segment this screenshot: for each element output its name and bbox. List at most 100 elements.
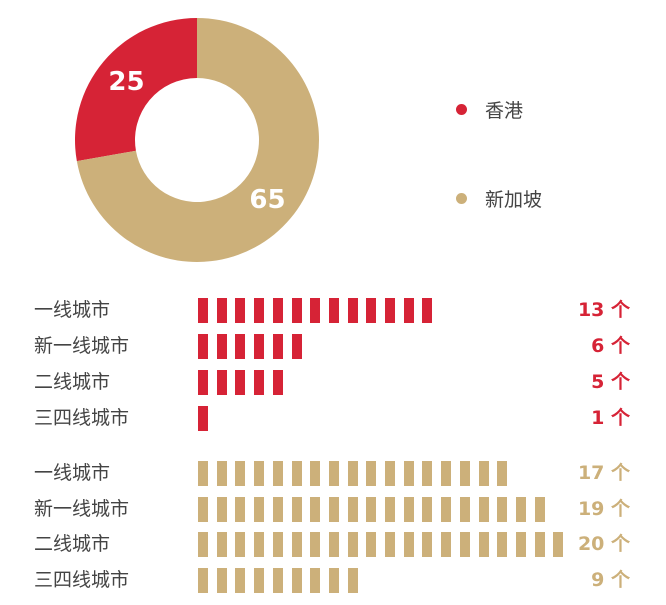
bar-unit bbox=[291, 298, 302, 323]
bar-unit bbox=[385, 298, 395, 323]
bar-unit bbox=[347, 497, 358, 522]
bar-unit bbox=[403, 532, 414, 557]
value-label: 17 个 bbox=[577, 462, 630, 484]
bar-unit bbox=[235, 298, 246, 323]
bar-unit bbox=[328, 497, 339, 522]
bar-unit bbox=[497, 461, 508, 486]
bar-unit bbox=[254, 370, 265, 395]
bar-unit bbox=[385, 461, 395, 486]
bar-unit bbox=[272, 298, 283, 323]
category-label: 一线城市 bbox=[34, 462, 111, 484]
bar-unit bbox=[310, 497, 321, 522]
bar-unit bbox=[291, 497, 302, 522]
bar-unit bbox=[515, 532, 526, 557]
bar-unit bbox=[422, 298, 433, 323]
bar-unit bbox=[441, 532, 452, 557]
bar-unit bbox=[497, 532, 508, 557]
bar-unit bbox=[216, 370, 227, 395]
bar-unit bbox=[216, 334, 227, 359]
value-label: 5 个 bbox=[591, 371, 630, 393]
bar-unit bbox=[366, 298, 377, 323]
category-label: 新一线城市 bbox=[34, 335, 130, 357]
bar-unit bbox=[441, 461, 452, 486]
bar-unit bbox=[254, 298, 265, 323]
bar-unit bbox=[272, 334, 283, 359]
bar-unit bbox=[347, 461, 358, 486]
bar-unit bbox=[198, 532, 208, 557]
category-label: 一线城市 bbox=[34, 299, 111, 321]
bar-unit bbox=[198, 298, 208, 323]
bar-unit bbox=[347, 532, 358, 557]
bar-unit bbox=[553, 532, 564, 557]
bar-unit bbox=[403, 461, 414, 486]
bar-unit bbox=[310, 568, 321, 593]
bar-unit bbox=[291, 461, 302, 486]
bar-unit bbox=[254, 497, 265, 522]
bar-unit bbox=[291, 334, 302, 359]
bar-unit bbox=[235, 370, 246, 395]
legend-item-singapore: 新加坡 bbox=[456, 185, 542, 212]
bar-unit bbox=[235, 334, 246, 359]
value-label: 19 个 bbox=[577, 498, 630, 520]
bar-unit bbox=[328, 298, 339, 323]
value-label: 9 个 bbox=[591, 569, 630, 591]
bar-unit bbox=[272, 461, 283, 486]
donut-value-label: 65 bbox=[249, 185, 285, 215]
bar-unit bbox=[328, 532, 339, 557]
bar-unit bbox=[235, 568, 246, 593]
bar-unit bbox=[403, 298, 414, 323]
bar-unit bbox=[403, 497, 414, 522]
donut-slice-1 bbox=[76, 18, 319, 262]
bar-unit bbox=[478, 461, 489, 486]
bar-unit bbox=[235, 532, 246, 557]
bar-unit bbox=[272, 568, 283, 593]
bar-unit bbox=[198, 497, 208, 522]
category-label: 二线城市 bbox=[34, 533, 111, 555]
bar-unit bbox=[534, 532, 545, 557]
bar-unit bbox=[198, 370, 208, 395]
bar-unit bbox=[216, 497, 227, 522]
category-label: 新一线城市 bbox=[34, 498, 130, 520]
bar-unit bbox=[272, 497, 283, 522]
bar-unit bbox=[385, 497, 395, 522]
bar-unit bbox=[422, 461, 433, 486]
bar-unit bbox=[235, 497, 246, 522]
bar-unit bbox=[216, 568, 227, 593]
donut-slice-0 bbox=[75, 18, 197, 162]
bar-unit bbox=[310, 532, 321, 557]
bar-unit bbox=[459, 461, 470, 486]
bar-unit bbox=[198, 334, 208, 359]
bar-unit bbox=[272, 532, 283, 557]
bar-unit bbox=[291, 568, 302, 593]
legend-dot-red bbox=[456, 104, 467, 115]
bar-unit bbox=[366, 532, 377, 557]
value-label: 1 个 bbox=[591, 407, 630, 429]
bar-unit bbox=[328, 568, 339, 593]
bar-unit bbox=[235, 461, 246, 486]
bar-unit bbox=[254, 461, 265, 486]
legend-dot-gold bbox=[456, 193, 467, 204]
bar-unit bbox=[478, 532, 489, 557]
donut-value-label: 25 bbox=[108, 67, 144, 97]
donut-chart: 25 65 bbox=[75, 18, 319, 262]
bar-unit bbox=[459, 532, 470, 557]
legend-label: 新加坡 bbox=[485, 189, 543, 211]
bar-unit bbox=[254, 568, 265, 593]
bar-unit bbox=[310, 461, 321, 486]
bar-unit bbox=[198, 461, 208, 486]
bar-unit bbox=[272, 370, 283, 395]
bar-unit bbox=[347, 298, 358, 323]
bar-unit bbox=[422, 532, 433, 557]
legend-label: 香港 bbox=[485, 100, 524, 122]
bar-unit bbox=[422, 497, 433, 522]
bar-unit bbox=[441, 497, 452, 522]
bar-unit bbox=[478, 497, 489, 522]
bar-unit bbox=[291, 532, 302, 557]
category-label: 三四线城市 bbox=[34, 407, 130, 429]
bar-unit bbox=[459, 497, 470, 522]
bar-unit bbox=[310, 298, 321, 323]
value-label: 13 个 bbox=[577, 299, 630, 321]
bar-unit bbox=[366, 497, 377, 522]
legend-item-hongkong: 香港 bbox=[456, 96, 523, 123]
bar-unit bbox=[216, 461, 227, 486]
